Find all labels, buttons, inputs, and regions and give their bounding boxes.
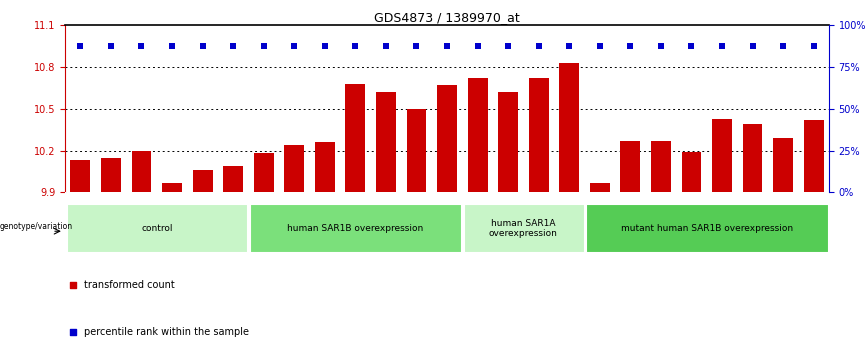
Point (348, 44, 362, 49)
Bar (586, 204, 829, 253)
Point (715, 44, 729, 49)
Point (165, 44, 179, 49)
Text: GSM1279603: GSM1279603 (444, 202, 450, 249)
Text: GSM1279607: GSM1279607 (688, 202, 694, 249)
Text: transformed count: transformed count (84, 280, 175, 290)
Bar (223, 166, 243, 192)
Text: GSM1279613: GSM1279613 (505, 202, 511, 249)
Text: percentile rank within the sample: percentile rank within the sample (84, 327, 249, 337)
Point (776, 44, 790, 49)
Bar (681, 152, 701, 192)
Bar (437, 85, 457, 192)
Text: GSM1279601: GSM1279601 (383, 202, 389, 249)
Bar (743, 124, 762, 192)
Text: GSM1279600: GSM1279600 (352, 202, 358, 249)
Text: GSM1279610: GSM1279610 (780, 202, 786, 249)
Point (66, 329, 80, 335)
Point (104, 44, 118, 49)
Point (746, 44, 760, 49)
Point (562, 44, 576, 49)
Point (227, 44, 240, 49)
Bar (712, 119, 732, 192)
Text: GSM1279604: GSM1279604 (597, 202, 602, 249)
Point (685, 44, 699, 49)
Text: GSM1279598: GSM1279598 (292, 202, 297, 249)
Bar (651, 141, 671, 192)
Point (532, 44, 546, 49)
Point (66, 282, 80, 288)
Text: human SAR1B overexpression: human SAR1B overexpression (287, 224, 424, 233)
Bar (70, 160, 90, 192)
Point (654, 44, 667, 49)
Text: GSM1279608: GSM1279608 (719, 202, 725, 249)
Point (623, 44, 637, 49)
Text: GSM1279591: GSM1279591 (77, 202, 83, 249)
Bar (315, 142, 335, 192)
Bar (345, 84, 365, 192)
Bar (590, 183, 609, 192)
Text: GSM1279615: GSM1279615 (566, 202, 572, 249)
Point (806, 44, 820, 49)
Text: GSM1279594: GSM1279594 (169, 202, 175, 249)
Point (410, 44, 424, 49)
Point (379, 44, 393, 49)
Text: GSM1279595: GSM1279595 (200, 202, 206, 249)
Point (74, 44, 88, 49)
Text: GSM1279611: GSM1279611 (811, 202, 817, 249)
Text: GSM1279614: GSM1279614 (536, 202, 542, 249)
Point (257, 44, 271, 49)
Bar (67, 204, 248, 253)
Text: genotype/variation: genotype/variation (0, 222, 72, 231)
Text: GSM1279597: GSM1279597 (260, 202, 266, 249)
Bar (101, 158, 121, 192)
Bar (253, 154, 273, 192)
Text: GSM1279602: GSM1279602 (413, 202, 419, 249)
Bar (529, 78, 549, 192)
Bar (132, 151, 151, 192)
Point (287, 44, 301, 49)
Text: control: control (141, 224, 173, 233)
Bar (773, 138, 793, 192)
Text: GSM1279593: GSM1279593 (139, 202, 144, 249)
Bar (621, 141, 641, 192)
Bar (285, 145, 304, 192)
Bar (468, 78, 488, 192)
Text: GSM1279599: GSM1279599 (322, 202, 328, 249)
Bar (498, 92, 518, 192)
Text: GSM1279605: GSM1279605 (628, 202, 634, 249)
Text: GSM1279612: GSM1279612 (475, 202, 481, 249)
Bar (464, 204, 584, 253)
Point (440, 44, 454, 49)
Text: GSM1279606: GSM1279606 (658, 202, 664, 249)
Bar (406, 109, 426, 192)
Bar (559, 63, 579, 192)
Text: GSM1279596: GSM1279596 (230, 202, 236, 249)
Text: GSM1279609: GSM1279609 (750, 202, 755, 249)
Bar (376, 92, 396, 192)
Bar (804, 120, 824, 192)
Text: human SAR1A
overexpression: human SAR1A overexpression (489, 219, 558, 238)
Point (593, 44, 607, 49)
Point (470, 44, 484, 49)
Bar (250, 204, 463, 253)
Title: GDS4873 / 1389970_at: GDS4873 / 1389970_at (374, 11, 520, 24)
Point (195, 44, 209, 49)
Point (318, 44, 332, 49)
Text: mutant human SAR1B overexpression: mutant human SAR1B overexpression (621, 224, 792, 233)
Bar (162, 183, 182, 192)
Bar (193, 170, 213, 192)
Point (501, 44, 515, 49)
Text: GSM1279592: GSM1279592 (108, 202, 114, 249)
Point (135, 44, 148, 49)
